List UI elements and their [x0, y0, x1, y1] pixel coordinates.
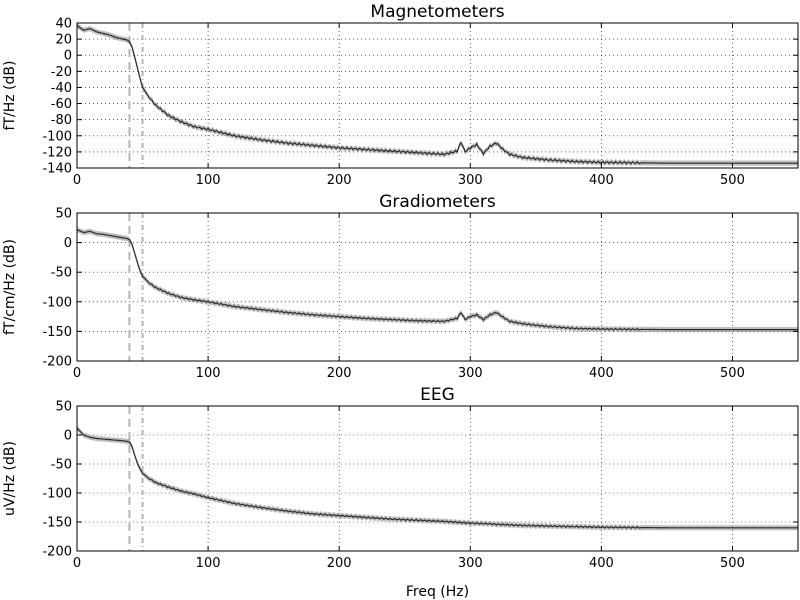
x-tick-label: 400	[589, 173, 614, 188]
axes-frame	[76, 405, 799, 552]
y-tick-label: -20	[51, 65, 72, 80]
axes-frame	[76, 212, 799, 362]
x-tick-label: 100	[196, 366, 221, 381]
y-tick-label: 0	[64, 236, 72, 251]
panel-2: 0 100 200 300 400 500500-50-100-150-200Gradio…	[2, 192, 799, 381]
x-axis-label: Freq (Hz)	[406, 584, 469, 600]
panel-3: 0 100 200 300 400 500500-50-100-150-200EEGuV/…	[2, 385, 799, 600]
y-tick-label: -100	[42, 487, 72, 502]
y-tick-label: 0	[64, 429, 72, 444]
x-tick-label: 500	[720, 366, 745, 381]
y-tick-label: -140	[42, 162, 72, 177]
x-tick-label: 400	[589, 556, 614, 571]
x-tick-label: 200	[327, 366, 352, 381]
series-line-1	[76, 229, 798, 331]
chart-title: Magnetometers	[370, 2, 504, 22]
series-line-1	[76, 24, 798, 165]
y-tick-label: -150	[42, 516, 72, 531]
y-tick-label: 0	[64, 49, 72, 64]
y-tick-label: -50	[51, 266, 72, 281]
x-tick-label: 400	[589, 366, 614, 381]
y-tick-label: -150	[42, 325, 72, 340]
x-tick-label: 200	[327, 173, 352, 188]
x-tick-label: 100	[196, 556, 221, 571]
y-tick-label: 50	[55, 400, 72, 415]
y-tick-label: 50	[55, 207, 72, 222]
series-line-1	[76, 427, 798, 529]
y-tick-label: -80	[51, 113, 72, 128]
y-tick-label: -60	[51, 97, 72, 112]
y-tick-label: -50	[51, 458, 72, 473]
chart-title: EEG	[420, 385, 455, 405]
x-tick-label: 300	[458, 556, 483, 571]
y-axis-label: fT/Hz (dB)	[2, 61, 18, 131]
y-tick-label: -100	[42, 295, 72, 310]
chart-title: Gradiometers	[379, 192, 496, 212]
x-tick-label: 300	[458, 173, 483, 188]
y-tick-label: -200	[42, 545, 72, 560]
series-band-1	[77, 22, 798, 167]
y-tick-label: -200	[42, 355, 72, 370]
x-tick-label: 0	[73, 366, 81, 381]
y-tick-label: -40	[51, 81, 72, 96]
x-tick-label: 0	[73, 556, 81, 571]
axes-frame	[76, 22, 799, 169]
series-band-1	[77, 425, 798, 531]
y-axis-label: uV/Hz (dB)	[2, 441, 18, 516]
x-tick-label: 200	[327, 556, 352, 571]
x-tick-label: 500	[720, 556, 745, 571]
x-tick-label: 500	[720, 173, 745, 188]
y-tick-label: -100	[42, 129, 72, 144]
panel-1: 0 100 200 300 400 50040200-20-40-60-80-100-12…	[2, 2, 799, 188]
y-tick-label: -120	[42, 145, 72, 160]
y-tick-label: 20	[55, 33, 72, 48]
y-axis-label: fT/cm/Hz (dB)	[2, 239, 18, 335]
y-tick-label: 40	[55, 17, 72, 32]
x-tick-label: 300	[458, 366, 483, 381]
x-tick-label: 0	[73, 173, 81, 188]
x-tick-label: 100	[196, 173, 221, 188]
